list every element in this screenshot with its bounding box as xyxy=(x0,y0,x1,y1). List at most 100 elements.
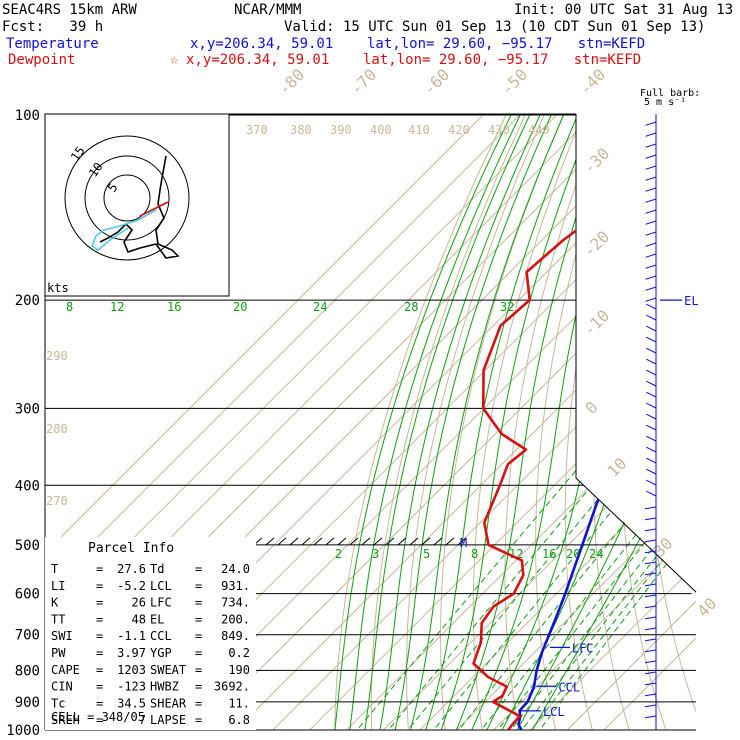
wind-barb xyxy=(646,325,657,332)
isotherm-label: -80 xyxy=(274,65,308,99)
freezing-level-hatch xyxy=(313,537,323,546)
dry-adiabat-line xyxy=(701,115,740,740)
parcel-value: = xyxy=(195,612,202,626)
wind-barb xyxy=(644,550,657,554)
mixing-ratio-line xyxy=(521,114,696,730)
temperature-profile xyxy=(517,114,696,730)
parcel-key: YGP xyxy=(150,646,172,660)
mixing-ratio-label: 8 xyxy=(66,300,73,314)
isotherm-line xyxy=(45,114,521,730)
parcel-value: 3.97 xyxy=(117,646,146,660)
freezing-level-hatch xyxy=(301,537,311,546)
wind-barb xyxy=(644,528,657,532)
parcel-key: CIN xyxy=(51,680,73,694)
parcel-value: 734. xyxy=(221,596,250,610)
hodograph-inset: 15 10 5 kts xyxy=(44,113,230,297)
pressure-label: 1000 xyxy=(6,723,40,739)
wind-barb xyxy=(645,132,657,137)
moist-adiabat-line xyxy=(524,114,696,730)
wind-barb xyxy=(645,220,657,225)
theta-label: 430 xyxy=(488,123,510,137)
hodograph-ring-5 xyxy=(103,174,151,222)
moist-adiabat-line xyxy=(406,114,565,730)
isotherm-label: -70 xyxy=(346,65,380,99)
isotherm-line xyxy=(493,114,696,730)
freezing-level-label: M xyxy=(460,536,467,550)
wind-barb xyxy=(645,231,657,236)
pressure-label: 800 xyxy=(15,663,40,679)
model-name: SEAC4RS 15km ARW xyxy=(2,2,137,18)
wind-barb xyxy=(646,479,657,486)
dry-adiabat-line xyxy=(370,114,526,730)
wind-barb xyxy=(645,275,657,280)
isotherm-label: -20 xyxy=(579,227,613,261)
parcel-value: = xyxy=(195,629,202,643)
mixing-ratio-line xyxy=(487,114,696,730)
wind-barb xyxy=(644,572,657,576)
freezing-level-hatch xyxy=(409,537,419,546)
freezing-level-hatch xyxy=(337,537,347,546)
wind-barb xyxy=(644,638,657,642)
wind-barb xyxy=(646,435,657,442)
hodograph-ring-10 xyxy=(84,155,170,241)
wind-barb xyxy=(645,187,657,192)
dry-adiabat-line xyxy=(621,114,678,730)
dry-adiabat-line xyxy=(504,114,602,730)
parcel-value: -1.1 xyxy=(117,629,146,643)
wind-barb xyxy=(646,347,657,354)
parcel-value: 849. xyxy=(221,629,250,643)
parcel-key: HWBZ xyxy=(150,680,179,694)
wind-barb xyxy=(645,154,657,159)
freezing-level-hatch xyxy=(265,537,275,546)
wind-barb xyxy=(646,314,657,321)
isotherm-label: -40 xyxy=(575,65,609,99)
mixing-ratio-label: 12 xyxy=(110,300,124,314)
freezing-level-hatch xyxy=(361,537,371,546)
wind-barb xyxy=(644,682,657,686)
isotherm-line xyxy=(566,114,696,730)
parcel-value: = xyxy=(96,596,103,610)
pressure-label: 400 xyxy=(15,478,40,494)
freezing-level-hatch xyxy=(397,537,407,546)
wind-barb xyxy=(644,561,657,565)
hodograph-ring-label-15: 15 xyxy=(68,144,88,164)
parcel-value: = xyxy=(96,663,103,677)
dry-adiabat-line xyxy=(334,114,507,730)
wind-barb xyxy=(644,693,657,697)
isotherm-line xyxy=(419,114,696,730)
wind-barb xyxy=(646,391,657,398)
dry-adiabat-line xyxy=(535,114,621,730)
wind-barb xyxy=(645,209,657,214)
wind-barb xyxy=(645,253,657,258)
theta-label: 280 xyxy=(46,422,68,436)
parcel-key: K xyxy=(51,596,59,610)
marker-label-ccl: CCL xyxy=(558,680,580,694)
mixing-ratio-line xyxy=(529,114,696,730)
mixing-ratio-label: 20 xyxy=(233,300,247,314)
wind-barb xyxy=(646,369,657,376)
wind-barb xyxy=(646,303,657,310)
mixing-ratio-line xyxy=(511,114,696,730)
parcel-cell: CELL = 348/05 xyxy=(51,710,145,724)
wind-barb xyxy=(645,198,657,203)
pressure-label: 900 xyxy=(15,695,40,711)
isotherm-label: 10 xyxy=(603,454,630,481)
hodograph-ring-15 xyxy=(64,135,190,261)
mixing-ratio-label: 8 xyxy=(471,547,478,561)
parcel-value: 3692. xyxy=(214,680,250,694)
isotherm-label: -50 xyxy=(497,65,531,99)
freezing-level-hatch xyxy=(445,537,455,546)
isotherm-line xyxy=(530,114,696,730)
parcel-key: LCL xyxy=(150,579,172,593)
parcel-value: 0.2 xyxy=(228,646,250,660)
dry-adiabat-line xyxy=(726,115,740,740)
parcel-value: = xyxy=(195,562,202,576)
parcel-value: = xyxy=(195,680,202,694)
moist-adiabat-line xyxy=(494,114,693,730)
dewpoint-point-info: x,y=206.34, 59.01 lat,lon= 29.60, −95.17… xyxy=(186,52,642,68)
parcel-key: PW xyxy=(51,646,66,660)
dewpoint-profile xyxy=(472,114,696,730)
dry-adiabat-line xyxy=(648,114,696,730)
theta-label: 290 xyxy=(46,349,68,363)
